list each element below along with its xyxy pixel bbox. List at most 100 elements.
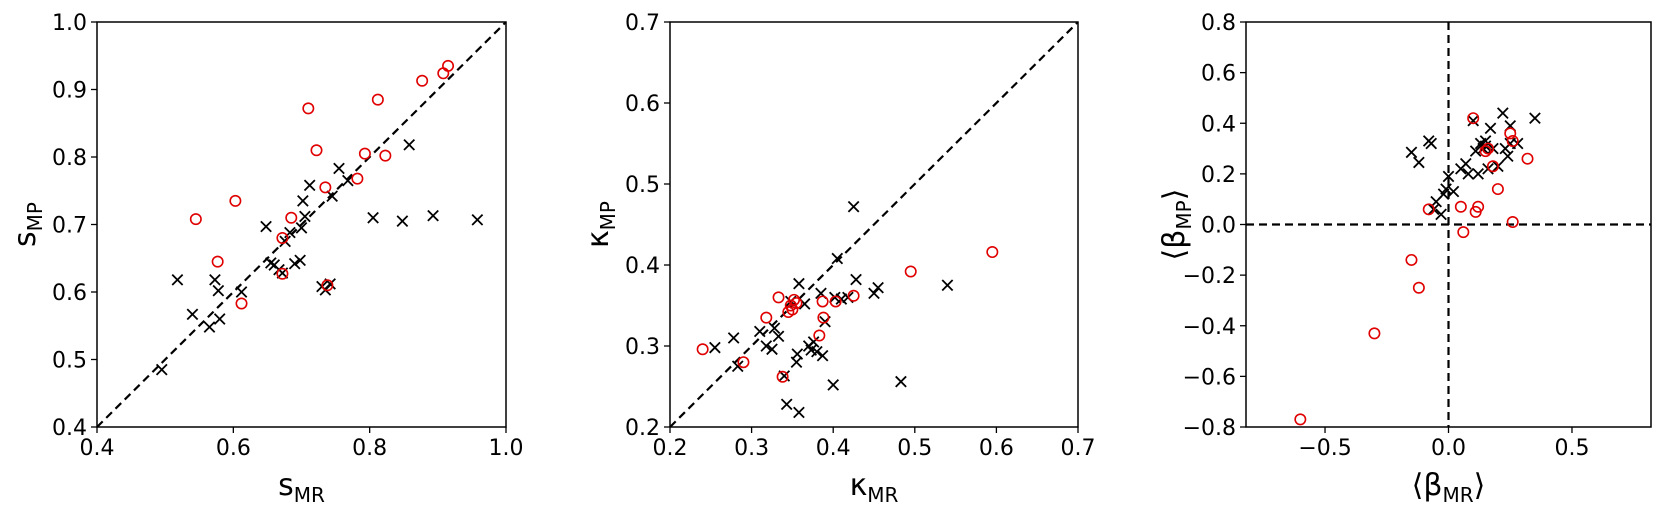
data-points — [155, 59, 484, 376]
y-tick-label: −0.6 — [1183, 365, 1236, 390]
data-point-circle — [379, 149, 392, 162]
x-tick-label: 0.2 — [653, 436, 688, 461]
y-tick-label: 0.7 — [625, 11, 660, 36]
data-point-x — [235, 286, 248, 298]
x-tick-label: 0.7 — [1061, 436, 1096, 461]
data-point-circle — [1491, 183, 1504, 196]
x-tick-label: 1.0 — [489, 436, 524, 461]
data-point-x — [367, 211, 379, 224]
data-point-x — [807, 336, 820, 348]
data-point-x — [709, 341, 721, 354]
data-point-circle — [1486, 160, 1499, 173]
x-tick-label: 0.5 — [1554, 436, 1589, 461]
data-point-x — [753, 325, 766, 338]
data-point-x — [294, 254, 306, 267]
data-point-x — [342, 174, 354, 187]
data-point-x — [1405, 146, 1418, 159]
data-point-x — [209, 274, 221, 286]
reference-line — [97, 22, 506, 427]
data-point-x — [155, 363, 168, 376]
data-point-circle — [1506, 134, 1519, 147]
data-point-x — [766, 343, 778, 356]
y-tick-label: 0.8 — [1201, 11, 1236, 36]
data-point-x — [1462, 168, 1475, 180]
data-point-circle — [829, 295, 842, 308]
data-point-x — [780, 398, 793, 411]
data-point-x — [396, 215, 409, 227]
data-point-circle — [986, 246, 999, 259]
x-tick-label: 0.3 — [734, 436, 769, 461]
data-point-x — [760, 340, 773, 352]
data-point-circle — [310, 144, 323, 157]
data-point-circle — [790, 297, 803, 310]
scatter-panel-beta: −0.5 0.0 0.5 −0.8 −0.6 −0.4 −0.2 0.0 0.2 0.4 0.6 0.… — [1157, 11, 1652, 507]
data-point-x — [299, 210, 311, 223]
data-point-x — [827, 379, 840, 391]
data-point-circle — [189, 213, 202, 226]
data-point-circle — [371, 93, 384, 106]
y-tick-label: 0.5 — [625, 173, 660, 198]
y-tick-label: 0.0 — [1201, 214, 1236, 239]
data-point-x — [295, 222, 308, 234]
data-point-circle — [321, 279, 334, 292]
y-tick-label: 0.9 — [52, 79, 87, 104]
y-tick-label: −0.8 — [1183, 416, 1236, 441]
data-point-circle — [1479, 145, 1492, 158]
data-point-x — [731, 360, 744, 373]
y-tick-label: 0.6 — [52, 281, 87, 306]
y-tick-label: 0.6 — [1201, 62, 1236, 87]
data-point-x — [941, 279, 954, 292]
data-point-circle — [772, 291, 785, 304]
data-point-circle — [1521, 152, 1534, 165]
x-tick-label: 0.0 — [1431, 436, 1466, 461]
y-tick-label: 0.4 — [52, 416, 87, 441]
y-tick-label: 0.7 — [52, 214, 87, 239]
data-point-circle — [276, 232, 289, 245]
data-point-x — [279, 235, 291, 248]
data-point-circle — [1457, 226, 1470, 239]
y-axis-label: ⟨βMP⟩ — [1157, 189, 1196, 261]
data-points — [1294, 107, 1541, 426]
scatter-panel-kappa: 0.2 0.3 0.4 0.5 0.6 0.7 0.2 0.3 0.4 0.5 0.6 0.7 κMR κ… — [581, 11, 1096, 507]
data-point-x — [212, 284, 225, 297]
data-points — [696, 200, 999, 419]
data-point-x — [872, 281, 884, 294]
data-point-x — [1529, 112, 1541, 125]
data-point-circle — [1405, 253, 1418, 266]
y-tick-label: 0.3 — [625, 335, 660, 360]
y-axis-label: sMP — [8, 202, 47, 247]
data-point-x — [203, 321, 216, 333]
data-point-x — [1440, 183, 1452, 195]
x-tick-label: 0.8 — [352, 436, 387, 461]
data-point-circle — [788, 293, 801, 306]
data-point-x — [260, 220, 272, 233]
data-point-x — [213, 313, 226, 325]
y-tick-label: −0.2 — [1183, 264, 1236, 289]
data-point-x — [850, 273, 862, 286]
reference-line — [670, 22, 1078, 427]
data-point-x — [1442, 170, 1455, 183]
data-point-x — [727, 332, 740, 344]
x-tick-label: 0.5 — [897, 436, 932, 461]
plot-frame — [669, 21, 1079, 428]
data-point-x — [1459, 157, 1472, 170]
x-axis-label: sMR — [278, 468, 325, 507]
data-point-circle — [904, 265, 917, 278]
x-tick-label: 0.4 — [816, 436, 851, 461]
data-point-x — [772, 330, 785, 343]
data-point-circle — [696, 343, 709, 356]
data-point-circle — [235, 297, 248, 310]
data-point-x — [1425, 137, 1438, 150]
data-point-circle — [351, 172, 364, 185]
x-tick-label: 0.6 — [216, 436, 251, 461]
data-point-circle — [211, 255, 224, 268]
data-point-circle — [1454, 200, 1467, 213]
data-point-x — [831, 252, 844, 265]
data-point-circle — [1412, 281, 1425, 294]
data-point-x — [1484, 122, 1497, 135]
data-point-circle — [1506, 215, 1519, 228]
data-point-circle — [1482, 142, 1495, 155]
y-tick-label: 1.0 — [52, 11, 87, 36]
y-axis-label: κMP — [581, 201, 620, 248]
